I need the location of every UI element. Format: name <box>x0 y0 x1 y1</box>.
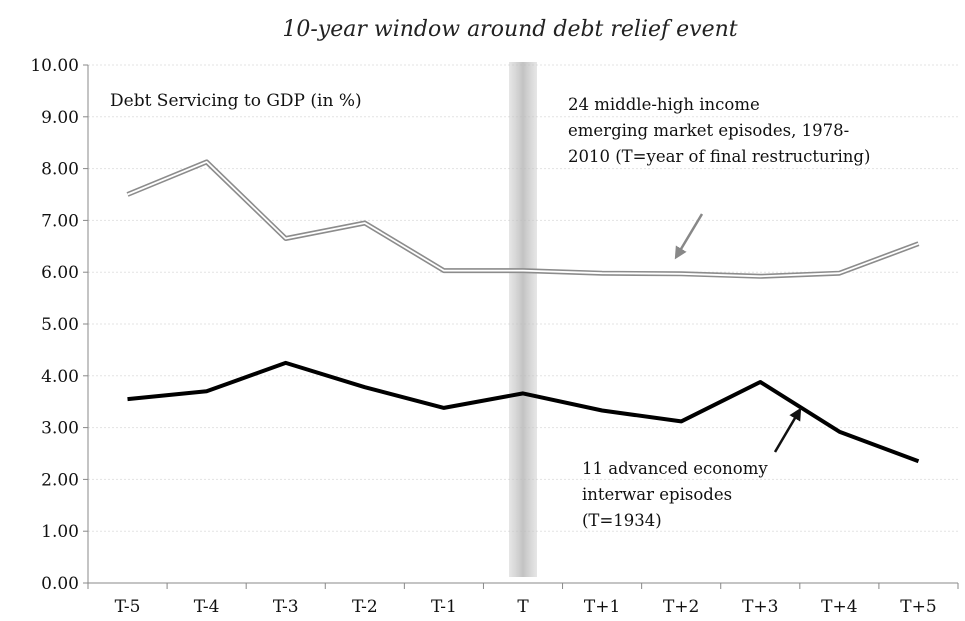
event-marker-layer <box>509 62 537 577</box>
series-line-advanced <box>127 360 920 464</box>
annotation-advanced-text: (T=1934) <box>582 511 662 530</box>
y-axis-label: Debt Servicing to GDP (in %) <box>110 91 362 111</box>
x-tick-label: T-3 <box>273 597 299 617</box>
y-tick-label: 6.00 <box>41 263 79 283</box>
annotation-emerging-text: 2010 (T=year of final restructuring) <box>568 147 870 166</box>
x-tick-label: T+4 <box>821 597 857 617</box>
chart-title: 10-year window around debt relief event <box>282 17 737 42</box>
x-tick-label: T-1 <box>431 597 457 617</box>
annotation-emerging-arrow <box>674 213 704 260</box>
y-tick-label: 5.00 <box>41 315 79 335</box>
y-tick-label: 3.00 <box>41 419 79 439</box>
x-tick-label: T+5 <box>900 597 936 617</box>
gridlines <box>88 64 958 532</box>
y-tick-label: 2.00 <box>41 470 79 490</box>
y-tick-label: 0.00 <box>41 574 79 594</box>
x-tick-label: T <box>517 597 529 617</box>
annotations: 24 middle-high income emerging market epi… <box>568 95 870 530</box>
y-tick-label: 8.00 <box>41 160 79 180</box>
y-tick-label: 4.00 <box>41 367 79 387</box>
x-tick-label: T+1 <box>584 597 620 617</box>
y-tick-label: 1.00 <box>41 522 79 542</box>
annotation-emerging-text: emerging market episodes, 1978- <box>568 121 849 140</box>
x-tick-label: T+3 <box>742 597 778 617</box>
annotation-advanced-arrow <box>773 407 802 453</box>
annotation-advanced-text: interwar episodes <box>582 485 732 504</box>
series-lines <box>126 159 920 464</box>
y-tick-label: 9.00 <box>41 108 79 128</box>
y-tick-label: 10.00 <box>30 56 79 76</box>
x-tick-label: T-2 <box>352 597 378 617</box>
y-tick-label: 7.00 <box>41 211 79 231</box>
annotation-emerging-text: 24 middle-high income <box>568 95 760 114</box>
event-marker-band <box>509 62 537 577</box>
x-tick-label: T-4 <box>194 597 220 617</box>
annotation-advanced-text: 11 advanced economy <box>582 459 768 478</box>
x-tick-label: T+2 <box>663 597 699 617</box>
axes: 0.00 1.00 2.00 3.00 4.00 5.00 6.00 7.00 8.00 9.00… <box>30 56 959 617</box>
series-line-emerging-inner <box>127 160 919 278</box>
x-tick-label: T-5 <box>115 597 141 617</box>
